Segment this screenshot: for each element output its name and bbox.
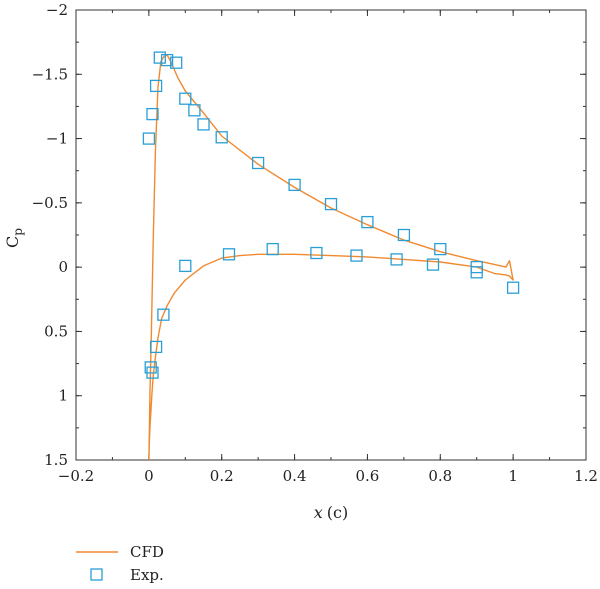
y-tick-label: 1 (58, 387, 68, 405)
x-axis-unit: (c) (327, 503, 348, 522)
y-axis-label: Cp (3, 228, 25, 248)
y-axis-label-main: C (3, 236, 22, 248)
data-point-exp (170, 56, 183, 69)
y-axis-ticks: −2 −1.5 −1 −0.5 0 0.5 1 1.5 (32, 1, 586, 469)
data-point-exp (434, 242, 447, 256)
x-tick-label: 0.8 (428, 467, 452, 485)
data-point-exp (188, 104, 201, 117)
x-tick-label: 0 (144, 467, 154, 485)
y-tick-label: 0 (58, 258, 68, 276)
data-point-exp (288, 178, 301, 192)
y-tick-label: −1 (46, 130, 68, 148)
series-line-cfd (148, 54, 514, 461)
data-point-exp (397, 228, 411, 242)
x-axis-ticks: −0.2 0 0.2 0.4 0.6 0.8 1 1.2 (58, 10, 598, 485)
data-point-exp (146, 107, 159, 121)
y-tick-label: 0.5 (44, 322, 68, 340)
x-tick-label: 0.4 (283, 467, 307, 485)
data-point-exp (160, 53, 174, 67)
x-tick-label: 1 (508, 467, 518, 485)
data-point-exp (310, 246, 323, 260)
legend: CFD Exp. (76, 543, 164, 584)
data-point-exp (179, 92, 192, 105)
data-point-exp (149, 340, 163, 354)
data-point-exp (142, 132, 156, 145)
legend-label-cfd: CFD (130, 543, 164, 561)
data-point-exp (144, 361, 157, 374)
legend-swatch-exp (90, 568, 103, 581)
y-tick-label: −1.5 (32, 65, 68, 83)
data-point-exp (506, 281, 520, 294)
data-point-exp (222, 248, 236, 261)
series-layer (142, 51, 520, 461)
y-axis-label-sub: p (11, 228, 25, 236)
data-point-exp (426, 258, 440, 271)
y-tick-label: −0.5 (32, 194, 68, 212)
data-point-exp (149, 79, 163, 93)
data-point-exp (215, 131, 228, 144)
y-tick-label: 1.5 (44, 451, 68, 469)
x-tick-label: 0.6 (355, 467, 379, 485)
y-tick-label: −2 (46, 1, 68, 19)
data-point-exp (157, 308, 170, 321)
data-point-exp (251, 156, 265, 170)
data-point-exp (324, 197, 338, 211)
data-point-exp (266, 242, 279, 256)
x-tick-label: −0.2 (58, 467, 94, 485)
data-point-exp (350, 249, 363, 262)
x-axis-label: x (c) (314, 503, 348, 522)
data-point-exp (470, 266, 483, 279)
data-point-exp (197, 118, 210, 131)
x-axis-variable: x (314, 503, 323, 522)
legend-label-exp: Exp. (130, 566, 164, 584)
data-point-exp (390, 253, 403, 266)
data-point-exp (179, 259, 192, 273)
x-tick-label: 1.2 (574, 467, 598, 485)
x-tick-label: 0.2 (210, 467, 234, 485)
data-point-exp (361, 215, 374, 229)
data-point-exp (153, 51, 166, 64)
